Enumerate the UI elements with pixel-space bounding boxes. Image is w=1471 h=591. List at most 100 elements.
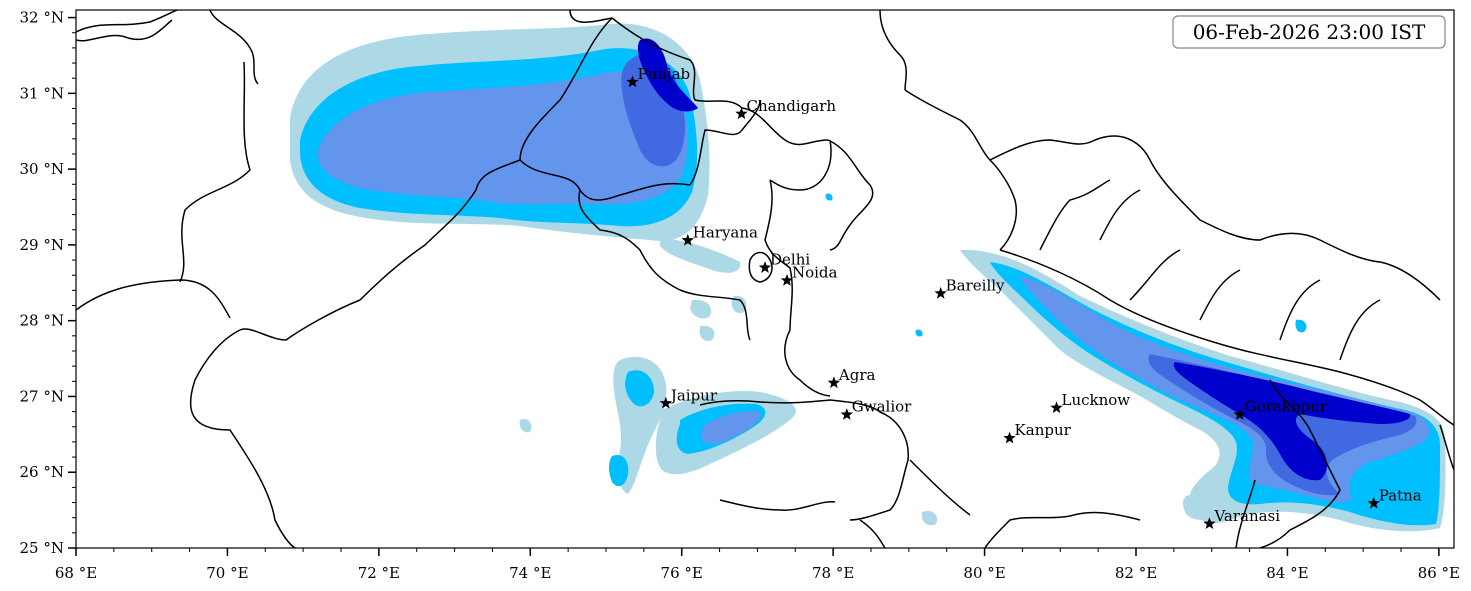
admin-boundaries — [76, 10, 1454, 548]
boundary-line — [719, 499, 836, 511]
boundary-line — [989, 135, 1151, 161]
star-icon — [1203, 517, 1216, 529]
x-tick-label: 78 °E — [812, 564, 854, 582]
boundary-line — [76, 19, 173, 42]
y-tick-label: 31 °N — [20, 84, 64, 102]
star-icon — [1050, 401, 1063, 414]
precip-contour — [1183, 494, 1213, 520]
city-jaipur: Jaipur — [659, 386, 718, 409]
y-tick-label: 27 °N — [20, 387, 64, 405]
boundary-line — [1199, 269, 1241, 321]
boundary-line — [1149, 159, 1441, 301]
boundary-line — [76, 10, 179, 33]
boundary-line — [694, 99, 829, 146]
x-tick-label: 68 °E — [55, 564, 97, 582]
precip-contour — [701, 411, 761, 444]
city-chandigarh: Chandigarh — [735, 97, 837, 120]
star-icon — [934, 286, 947, 299]
timestamp-box: 06-Feb-2026 23:00 IST — [1172, 15, 1446, 49]
boundary-line — [859, 519, 886, 548]
boundary-line — [748, 251, 773, 283]
city-label: Delhi — [770, 251, 810, 269]
precipitation-contours — [290, 23, 1446, 532]
city-bareilly: Bareilly — [934, 276, 1005, 299]
precip-contour — [825, 193, 833, 201]
city-label: Jaipur — [669, 386, 718, 404]
star-icon — [780, 274, 794, 286]
precip-contour — [1173, 362, 1411, 481]
precip-contour — [625, 370, 654, 407]
boundary-line — [1099, 189, 1141, 241]
precip-contour — [731, 295, 747, 314]
city-label: Kanpur — [1015, 421, 1072, 439]
precip-contour — [609, 454, 629, 487]
city-haryana: Haryana — [681, 223, 758, 246]
city-patna: Patna — [1367, 486, 1422, 509]
star-icon — [840, 408, 853, 420]
star-icon — [1233, 408, 1246, 420]
x-tick-label: 76 °E — [661, 564, 703, 582]
precip-contour — [921, 510, 938, 526]
precip-contour — [637, 38, 698, 112]
city-delhi: Delhi — [758, 251, 810, 273]
city-label: Noida — [792, 264, 838, 282]
precip-contour — [519, 418, 532, 433]
y-axis: 25 °N 26 °N 27 °N 28 °N 29 °N 30 °N 31 °N 32 °N — [20, 9, 76, 557]
x-tick-label: 72 °E — [358, 564, 400, 582]
boundary-line — [209, 10, 259, 85]
precip-contour — [699, 325, 715, 342]
city-lucknow: Lucknow — [1050, 391, 1131, 414]
boundary-line — [179, 61, 251, 283]
x-tick-label: 82 °E — [1115, 564, 1157, 582]
boundary-line — [189, 17, 613, 548]
precip-contour — [318, 71, 688, 205]
boundary-line — [519, 159, 691, 201]
star-icon — [659, 396, 672, 409]
city-varanasi: Varanasi — [1203, 507, 1280, 529]
city-gwalior: Gwalior — [840, 398, 912, 420]
precip-contour — [915, 329, 923, 337]
city-kanpur: Kanpur — [1003, 421, 1072, 444]
city-label: Patna — [1379, 486, 1422, 504]
x-tick-label: 80 °E — [963, 564, 1005, 582]
city-label: Agra — [838, 366, 876, 384]
city-punjab: Punjab — [626, 65, 691, 88]
y-tick-label: 26 °N — [20, 463, 64, 481]
boundary-line — [1039, 179, 1111, 251]
city-label: Chandigarh — [747, 97, 837, 115]
x-tick-label: 70 °E — [206, 564, 248, 582]
boundary-line — [1439, 424, 1454, 471]
y-tick-label: 32 °N — [20, 9, 64, 27]
city-label: Gwalior — [852, 398, 912, 416]
city-label: Lucknow — [1062, 391, 1131, 409]
plot-frame — [75, 9, 1455, 549]
x-tick-label: 74 °E — [509, 564, 551, 582]
boundary-line — [1129, 249, 1181, 301]
x-tick-label: 86 °E — [1418, 564, 1460, 582]
star-icon — [1367, 496, 1380, 509]
boundary-line — [1259, 379, 1341, 548]
boundary-line — [904, 89, 1017, 251]
boundary-line — [1339, 299, 1381, 361]
boundary-line — [764, 179, 831, 397]
precip-contour — [660, 238, 741, 273]
boundary-line — [578, 189, 751, 341]
city-noida: Noida — [780, 264, 838, 286]
boundary-line — [689, 99, 761, 186]
city-label: Gorakhpur — [1245, 398, 1328, 416]
y-tick-label: 28 °N — [20, 312, 64, 330]
star-icon — [735, 107, 748, 120]
boundary-line — [569, 10, 696, 101]
boundary-line — [76, 279, 231, 319]
city-label: Haryana — [693, 223, 758, 241]
precip-contour — [690, 299, 712, 319]
city-label: Punjab — [638, 65, 691, 83]
x-tick-label: 84 °E — [1266, 564, 1308, 582]
star-icon — [681, 233, 694, 246]
boundary-line — [699, 399, 909, 521]
y-tick-label: 25 °N — [20, 539, 64, 557]
city-gorakhpur: Gorakhpur — [1233, 398, 1328, 420]
timestamp-label: 06-Feb-2026 23:00 IST — [1193, 20, 1426, 44]
